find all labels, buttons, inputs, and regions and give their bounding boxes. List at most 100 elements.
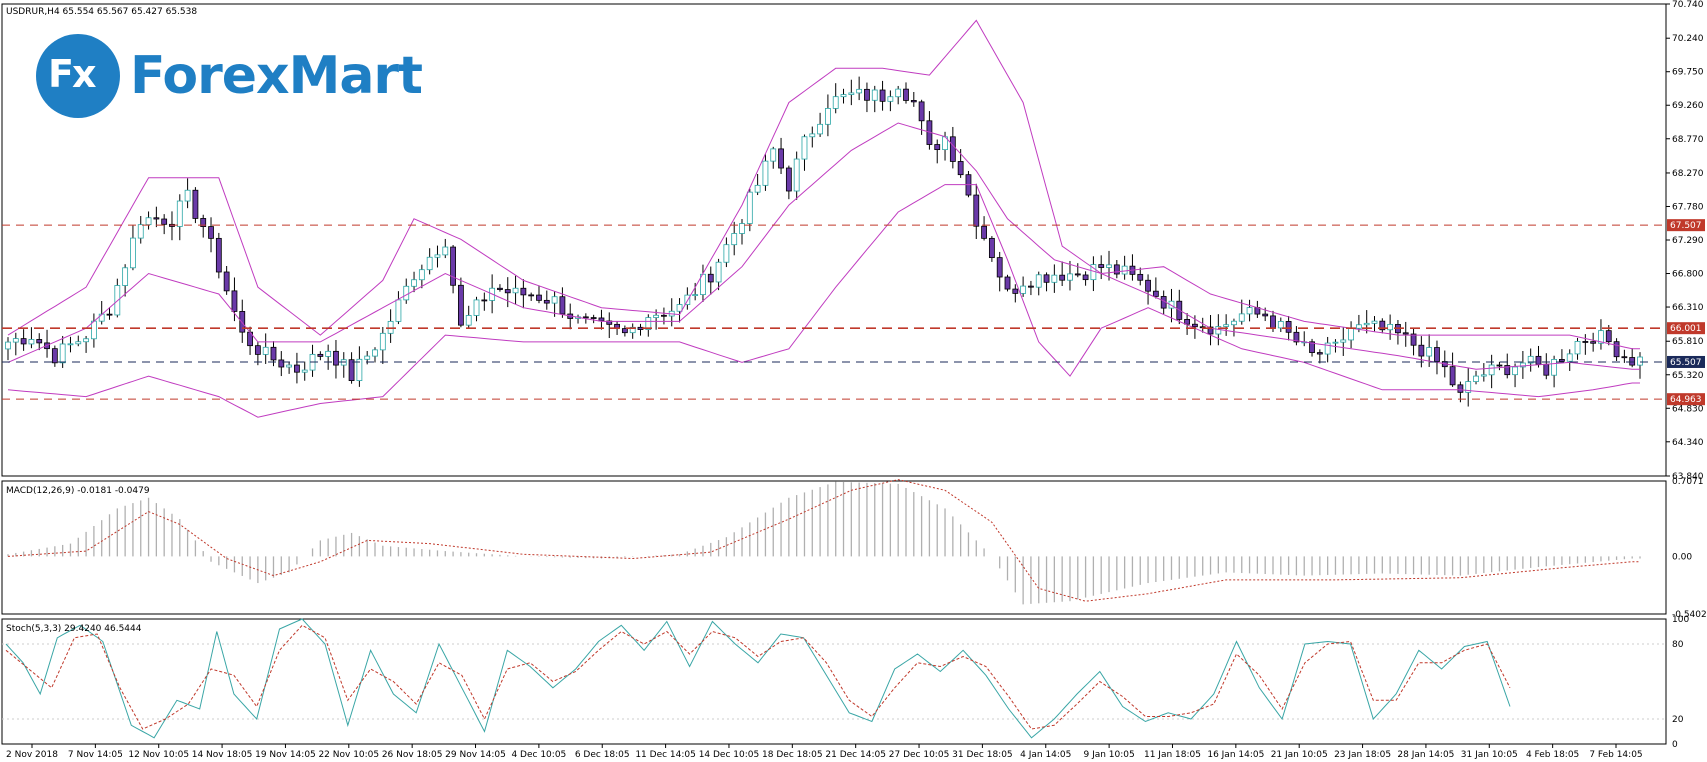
candle-body	[442, 246, 449, 256]
candle-body	[395, 299, 402, 322]
candle-body	[1504, 365, 1511, 376]
x-tick-label: 28 Jan 14:05	[1397, 750, 1454, 760]
candle-body	[778, 148, 784, 169]
candle-body	[411, 279, 417, 287]
candle-body	[317, 353, 324, 357]
candle-body	[793, 158, 800, 192]
candle-body	[762, 160, 769, 186]
bollinger-line-2	[7, 184, 1640, 418]
bollinger-line-0	[7, 19, 1640, 350]
candle-body	[1192, 323, 1198, 328]
candle-body	[1637, 356, 1643, 366]
candle-body	[1059, 274, 1066, 281]
candle-body	[1465, 381, 1472, 393]
candle-body	[988, 237, 995, 259]
candle-body	[364, 355, 371, 360]
candle-body	[1067, 273, 1073, 281]
candle-body	[676, 304, 683, 312]
candle-body	[278, 359, 285, 368]
candle-body	[1496, 364, 1503, 367]
candle-body	[215, 237, 222, 273]
candle-body	[1231, 320, 1237, 326]
logo-wordmark: ForexMart	[130, 46, 423, 106]
candle-body	[1535, 355, 1542, 365]
x-tick-label: 21 Jan 10:05	[1271, 750, 1328, 760]
candle-body	[1379, 320, 1386, 331]
candle-body	[1410, 333, 1417, 346]
candle-body	[887, 96, 894, 102]
candle-body	[51, 348, 58, 364]
candle-body	[1113, 264, 1120, 275]
candle-body	[661, 314, 667, 317]
candle-body	[1316, 352, 1323, 355]
candle-body	[1238, 313, 1245, 322]
candle-body	[817, 123, 823, 135]
candle-body	[910, 100, 917, 103]
candle-body	[520, 287, 527, 296]
y-tick-label: 70.740	[1672, 0, 1704, 10]
x-tick-label: 29 Nov 14:05	[445, 750, 506, 760]
candle-body	[1285, 321, 1292, 333]
candle-body	[153, 217, 160, 220]
y-tick-label: 69.750	[1672, 68, 1704, 78]
candle-body	[1324, 342, 1331, 355]
stoch-y-tick-label: 100	[1672, 615, 1689, 625]
candle-body	[645, 317, 652, 330]
x-tick-label: 26 Nov 18:05	[382, 750, 443, 760]
candle-body	[200, 218, 207, 227]
candle-body	[12, 338, 19, 343]
candle-body	[864, 88, 870, 101]
y-tick-label: 68.770	[1672, 135, 1704, 145]
candle-body	[1605, 330, 1612, 343]
x-tick-label: 4 Feb 18:05	[1526, 750, 1579, 760]
y-tick-label: 70.240	[1672, 34, 1704, 44]
candle-body	[67, 343, 74, 346]
level-tag-label: 67.507	[1670, 221, 1702, 231]
candle-body	[457, 284, 464, 326]
candle-body	[106, 313, 113, 316]
candle-body	[1551, 359, 1558, 376]
candle-body	[130, 237, 136, 269]
x-tick-label: 9 Jan 10:05	[1083, 750, 1134, 760]
stoch-k-line	[5, 618, 1511, 739]
candle-body	[598, 317, 605, 322]
candle-body	[473, 299, 480, 316]
candle-body	[731, 233, 738, 246]
candle-body	[653, 314, 660, 318]
candle-body	[1371, 320, 1378, 324]
candle-body	[934, 144, 941, 151]
candle-body	[1488, 364, 1495, 376]
candle-body	[434, 254, 441, 258]
y-tick-label: 64.340	[1672, 438, 1704, 448]
candle-body	[1387, 324, 1394, 331]
level-tag	[1667, 355, 1705, 368]
macd-signal-line	[7, 479, 1640, 602]
candle-body	[582, 316, 589, 319]
stoch-y-tick-label: 0	[1672, 740, 1678, 750]
candle-body	[903, 88, 909, 101]
candle-body	[75, 341, 82, 345]
stoch-d-line	[5, 624, 1511, 730]
x-tick-label: 7 Nov 14:05	[68, 750, 123, 760]
candle-body	[707, 273, 714, 283]
candle-body	[590, 317, 597, 319]
candle-body	[1223, 324, 1230, 327]
candle-body	[294, 364, 300, 373]
candle-body	[1629, 357, 1636, 366]
panel-frame-1	[1, 480, 1667, 615]
candle-body	[481, 299, 488, 302]
panel-frame-2	[1, 618, 1667, 745]
candle-body	[254, 345, 261, 355]
candle-body	[785, 167, 792, 192]
candle-body	[1004, 276, 1011, 290]
x-tick-label: 31 Dec 18:05	[952, 750, 1013, 760]
x-tick-label: 19 Nov 14:05	[255, 750, 316, 760]
candle-body	[137, 224, 144, 239]
candle-body	[1527, 355, 1534, 364]
candle-body	[1598, 330, 1604, 344]
macd-title: MACD(12,26,9) -0.0181 -0.0479	[6, 486, 150, 496]
candle-body	[1277, 321, 1284, 329]
candle-body	[1582, 341, 1589, 343]
